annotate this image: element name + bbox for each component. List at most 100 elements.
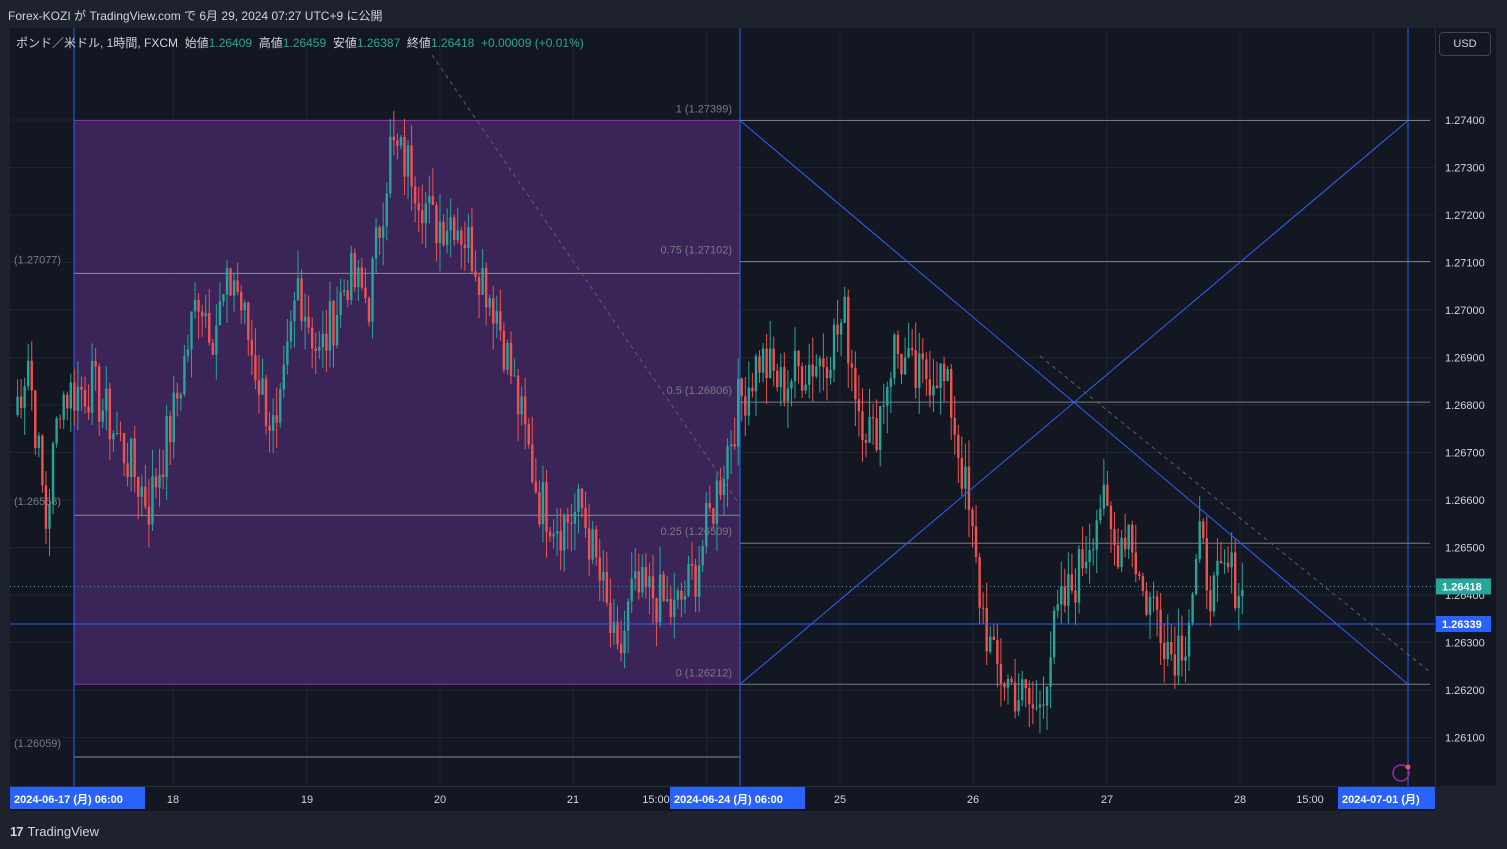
candle-body xyxy=(655,598,658,623)
price-axis[interactable] xyxy=(1435,28,1496,786)
candle-body xyxy=(186,349,190,356)
candle-body xyxy=(761,348,765,373)
candle-body xyxy=(967,466,971,510)
candle-body xyxy=(172,392,175,443)
candle-body xyxy=(346,290,349,301)
candle-body xyxy=(957,434,960,458)
candle-body xyxy=(793,350,797,382)
price-tick-label: 1.27400 xyxy=(1445,115,1485,127)
candle-body xyxy=(144,486,147,507)
candle-body xyxy=(907,348,910,358)
candle-body xyxy=(19,396,23,408)
candle-body xyxy=(453,217,456,240)
candle-body xyxy=(1070,574,1074,591)
candle-body xyxy=(854,367,857,400)
candle-body xyxy=(126,463,129,478)
candle-body xyxy=(197,299,200,312)
candle-body xyxy=(896,334,900,354)
candle-body xyxy=(981,607,985,609)
currency-button[interactable]: USD xyxy=(1439,32,1491,56)
candle-body xyxy=(382,226,385,238)
price-tick-label: 1.26800 xyxy=(1445,400,1485,412)
candle-body xyxy=(30,360,33,391)
time-badge-text: 2024-07-01 (月) xyxy=(1342,793,1420,806)
range-level-label: (1.27077) xyxy=(14,254,61,266)
price-tick-label: 1.26100 xyxy=(1445,733,1485,745)
candle-body xyxy=(286,341,289,365)
price-tick-label: 1.26600 xyxy=(1445,495,1485,507)
candle-body xyxy=(971,509,974,527)
price-tick-label: 1.26200 xyxy=(1445,685,1485,697)
candle-body xyxy=(200,311,204,317)
candle-body xyxy=(879,406,882,451)
candle-body xyxy=(115,433,119,435)
fib-level-label: 0 (1.26212) xyxy=(676,667,732,679)
candle-body xyxy=(1226,562,1230,568)
symbol-label[interactable]: ポンド／米ドル, 1時間, FXCM xyxy=(16,36,179,50)
candle-body xyxy=(58,418,62,420)
candle-body xyxy=(247,302,250,340)
candle-body xyxy=(296,278,300,301)
tradingview-logo[interactable]: 17 TradingView xyxy=(10,824,99,839)
candle-body xyxy=(257,380,261,395)
candle-body xyxy=(690,563,694,566)
candle-body xyxy=(857,399,861,412)
candle-body xyxy=(697,565,701,597)
candle-body xyxy=(279,389,282,423)
candle-body xyxy=(598,557,601,581)
candle-body xyxy=(129,438,133,478)
candle-body xyxy=(151,476,154,525)
candle-body xyxy=(492,298,495,324)
candle-body xyxy=(516,375,520,415)
candle-body xyxy=(548,531,552,537)
candle-body xyxy=(1194,559,1198,595)
candle-body xyxy=(353,252,356,288)
candle-body xyxy=(651,576,655,599)
candle-body xyxy=(1134,552,1137,575)
time-tick-label: 25 xyxy=(834,794,846,806)
candle-body xyxy=(261,378,264,395)
price-tick-label: 1.27300 xyxy=(1445,163,1485,175)
candle-body xyxy=(591,529,594,560)
candle-body xyxy=(527,424,530,445)
candle-body xyxy=(573,511,577,524)
candle-body xyxy=(350,252,353,301)
current-price-badge-text: 1.26418 xyxy=(1442,581,1482,593)
candle-body xyxy=(875,418,878,451)
candle-body xyxy=(392,136,396,141)
candle-body xyxy=(37,435,41,449)
candle-body xyxy=(357,267,360,288)
time-tick-label: 19 xyxy=(301,794,313,806)
candle-body xyxy=(378,227,381,238)
candle-body xyxy=(577,488,580,512)
change-value: +0.00009 (+0.01%) xyxy=(481,36,584,50)
high-label: 高値 xyxy=(258,36,283,50)
alert-dot-icon xyxy=(1405,764,1411,770)
candle-body xyxy=(783,367,786,402)
candle-body xyxy=(978,557,981,608)
fib-level-label: 0.75 (1.27102) xyxy=(660,245,732,257)
time-badge xyxy=(1338,787,1435,809)
published-info: Forex-KOZI が TradingView.com で 6月 29, 20… xyxy=(8,9,383,23)
candle-body xyxy=(662,574,665,602)
range-box: (1.27077)(1.26568)(1.26059) xyxy=(14,28,1409,786)
candle-body xyxy=(250,339,254,356)
candle-body xyxy=(918,353,921,388)
candle-body xyxy=(506,342,509,370)
price-tick-label: 1.26700 xyxy=(1445,448,1485,460)
candle-body xyxy=(1028,688,1031,705)
candle-body xyxy=(619,644,623,654)
candle-body xyxy=(456,230,459,240)
close-value: 1.26418 xyxy=(430,36,475,50)
candle-body xyxy=(318,346,321,351)
candle-body xyxy=(616,621,619,645)
candle-body xyxy=(893,334,896,379)
candle-body xyxy=(673,599,676,618)
candle-body xyxy=(999,663,1003,684)
candle-body xyxy=(169,415,172,443)
candle-body xyxy=(460,230,463,245)
candle-body xyxy=(1095,520,1098,550)
fib-level-label: 0.25 (1.26509) xyxy=(660,526,732,538)
candle-body xyxy=(1148,597,1152,615)
